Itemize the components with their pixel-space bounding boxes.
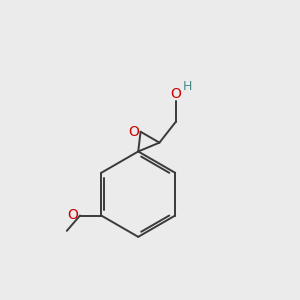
Text: O: O [68,208,78,222]
Text: H: H [183,80,192,93]
Text: O: O [170,87,181,101]
Text: O: O [128,125,139,139]
